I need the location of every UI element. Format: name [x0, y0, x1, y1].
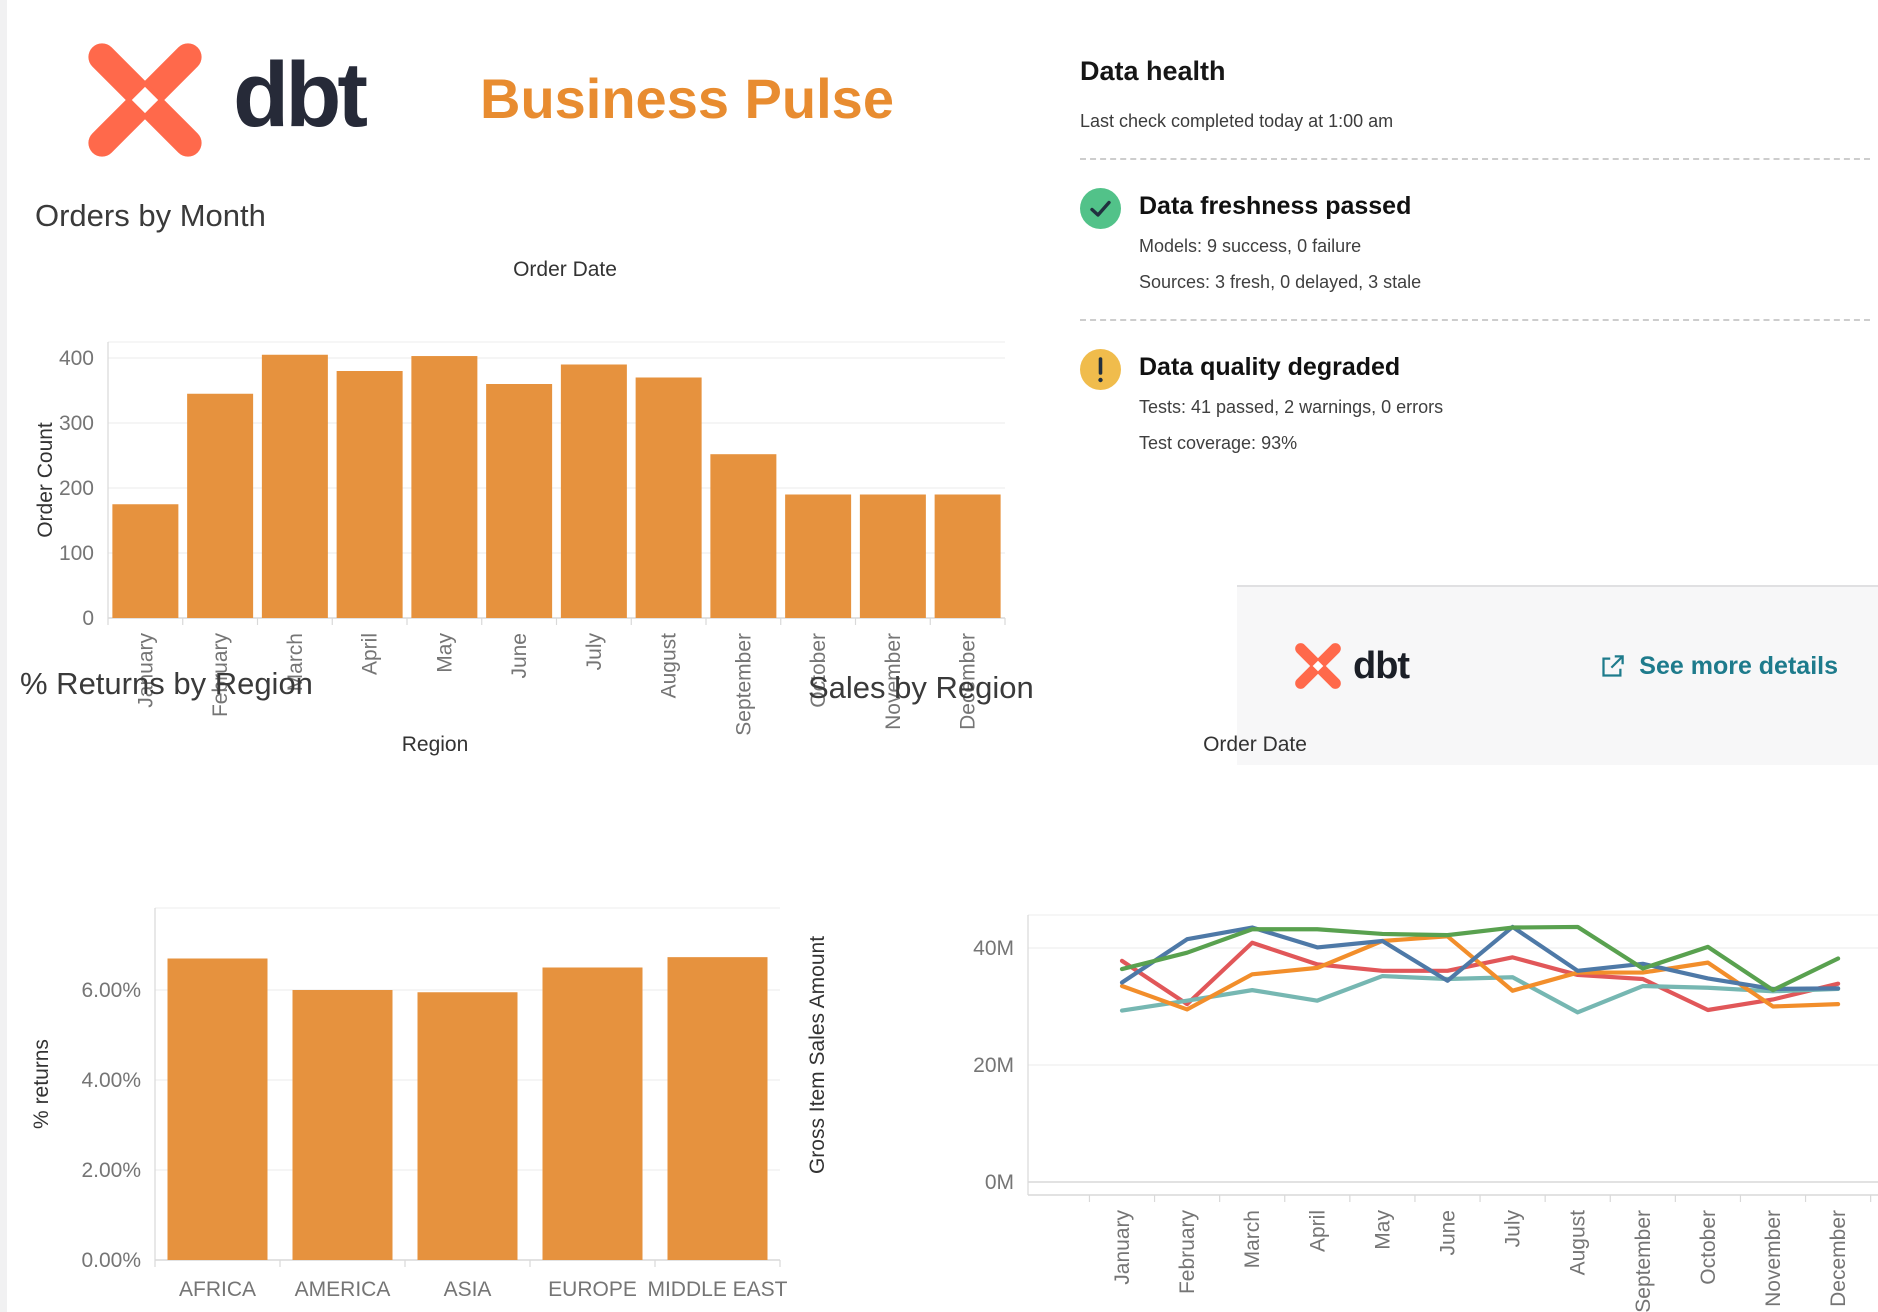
quality-coverage: Test coverage: 93%	[1139, 433, 1298, 453]
svg-text:0M: 0M	[985, 1171, 1014, 1194]
svg-text:400: 400	[59, 347, 94, 370]
svg-text:July: July	[583, 633, 606, 671]
data-health-subtitle: Last check completed today at 1:00 am	[1080, 111, 1394, 131]
svg-text:February: February	[1176, 1210, 1199, 1295]
svg-text:0.00%: 0.00%	[81, 1249, 141, 1272]
svg-text:June: June	[1437, 1210, 1460, 1256]
orders-bar-chart[interactable]: 0 100 200 300 400 Order Count January February M…	[30, 250, 1015, 765]
check-circle-icon	[1080, 188, 1121, 229]
svg-text:MIDDLE EAST: MIDDLE EAST	[647, 1278, 787, 1301]
svg-text:300: 300	[59, 412, 94, 435]
freshness-sources: Sources: 3 fresh, 0 delayed, 3 stale	[1139, 272, 1422, 292]
left-edge-strip	[0, 0, 7, 1312]
dbt-logo-icon	[88, 43, 202, 157]
orders-column-header: Order Date	[513, 258, 617, 281]
footer-dbt-wordmark: dbt	[1353, 644, 1410, 687]
svg-text:Gross Item Sales Amount: Gross Item Sales Amount	[806, 936, 829, 1174]
quality-status-label: Data quality degraded	[1139, 353, 1401, 381]
data-health-title: Data health	[1080, 56, 1226, 86]
svg-text:March: March	[1241, 1210, 1264, 1268]
svg-text:200: 200	[59, 477, 94, 500]
svg-text:August: August	[658, 633, 681, 699]
warning-circle-icon	[1080, 349, 1121, 390]
svg-text:July: July	[1502, 1210, 1525, 1248]
svg-text:November: November	[882, 633, 905, 730]
svg-text:February: February	[209, 633, 232, 718]
returns-column-header: Region	[401, 733, 469, 756]
svg-text:September: September	[732, 633, 755, 736]
sales-line-chart[interactable]: 0M 20M 40M Gross Item Sales Amount January Fe…	[800, 720, 1878, 1312]
svg-text:2.00%: 2.00%	[81, 1159, 141, 1182]
dbt-wordmark: dbt	[233, 44, 368, 146]
svg-text:40M: 40M	[973, 937, 1014, 960]
svg-text:August: August	[1567, 1210, 1590, 1276]
svg-text:October: October	[807, 633, 830, 708]
see-more-details-link[interactable]: See more details	[1599, 652, 1838, 681]
svg-text:September: September	[1632, 1210, 1655, 1312]
svg-text:April: April	[359, 633, 382, 675]
svg-text:November: November	[1762, 1210, 1785, 1307]
returns-bar-chart[interactable]: 0.00% 2.00% 4.00% 6.00% % returns AFRICA AMERI…	[10, 760, 800, 1312]
data-health-footer: dbt See more details	[1237, 585, 1878, 765]
header-brand: dbt	[83, 38, 368, 162]
svg-text:January: January	[1111, 1210, 1134, 1285]
freshness-status: Data freshness passed Models: 9 success,…	[1080, 188, 1870, 293]
sales-chart-title: Sales by Region	[808, 670, 1034, 705]
orders-chart-title: Orders by Month	[35, 198, 266, 233]
svg-text:October: October	[1697, 1210, 1720, 1285]
svg-text:EUROPE: EUROPE	[548, 1278, 637, 1301]
sales-column-header: Order Date	[1203, 733, 1307, 756]
quality-tests: Tests: 41 passed, 2 warnings, 0 errors	[1139, 397, 1444, 417]
divider	[1080, 158, 1870, 160]
svg-text:6.00%: 6.00%	[81, 979, 141, 1002]
svg-text:AFRICA: AFRICA	[179, 1278, 256, 1301]
svg-text:January: January	[134, 633, 157, 708]
svg-text:20M: 20M	[973, 1054, 1014, 1077]
freshness-models: Models: 9 success, 0 failure	[1139, 236, 1362, 256]
svg-text:December: December	[1827, 1210, 1850, 1307]
svg-text:December: December	[957, 633, 980, 730]
svg-text:June: June	[508, 633, 531, 679]
divider	[1080, 319, 1870, 321]
svg-text:Order Count: Order Count	[34, 422, 57, 538]
svg-text:May: May	[1371, 1210, 1394, 1250]
svg-text:0: 0	[82, 607, 94, 630]
dbt-logo-icon	[1295, 643, 1341, 689]
svg-text:May: May	[433, 633, 456, 673]
svg-text:4.00%: 4.00%	[81, 1069, 141, 1092]
svg-text:100: 100	[59, 542, 94, 565]
see-more-details-label: See more details	[1639, 651, 1838, 680]
footer-brand: dbt	[1293, 641, 1410, 691]
quality-status: Data quality degraded Tests: 41 passed, …	[1080, 349, 1870, 454]
external-link-icon	[1602, 654, 1625, 677]
data-health-panel: Data health Last check completed today a…	[1080, 56, 1870, 454]
returns-chart-title: % Returns by Region	[20, 666, 313, 701]
freshness-status-label: Data freshness passed	[1139, 192, 1412, 220]
svg-text:ASIA: ASIA	[444, 1278, 492, 1301]
svg-text:April: April	[1306, 1210, 1329, 1252]
svg-text:% returns: % returns	[30, 1039, 53, 1129]
svg-text:March: March	[284, 633, 307, 691]
svg-text:AMERICA: AMERICA	[295, 1278, 391, 1301]
page-title: Business Pulse	[480, 67, 894, 130]
